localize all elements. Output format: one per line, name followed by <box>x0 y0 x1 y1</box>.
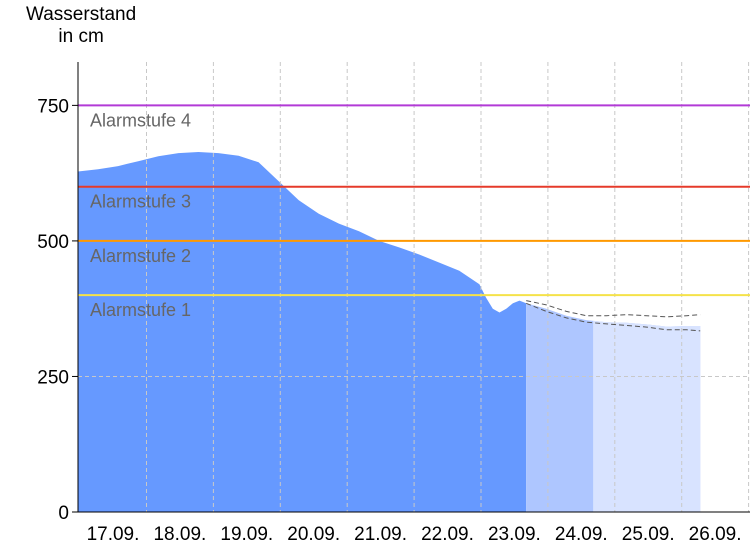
y-axis-label-line1: Wasserstand <box>26 4 137 25</box>
x-tick-label: 26.09. <box>689 524 742 545</box>
threshold-label: Alarmstufe 3 <box>90 192 191 212</box>
x-tick-label: 19.09. <box>220 524 273 545</box>
x-tick-label: 23.09. <box>488 524 541 545</box>
y-axis-label-line2: in cm <box>58 26 104 47</box>
x-tick-label: 21.09. <box>354 524 407 545</box>
forecast-area-far <box>593 320 701 512</box>
x-tick-label: 25.09. <box>622 524 675 545</box>
y-tick-label: 750 <box>37 96 69 117</box>
x-tick-label: 22.09. <box>421 524 474 545</box>
x-tick-label: 24.09. <box>555 524 608 545</box>
y-tick-label: 500 <box>37 232 69 253</box>
y-tick-label: 0 <box>58 503 69 524</box>
x-tick-label: 18.09. <box>153 524 206 545</box>
forecast-lower-bound <box>526 302 701 332</box>
x-tick-label: 17.09. <box>87 524 140 545</box>
y-axis-label: Wasserstand in cm <box>26 4 136 48</box>
threshold-label: Alarmstufe 4 <box>90 110 191 130</box>
x-tick-label: 20.09. <box>287 524 340 545</box>
threshold-label: Alarmstufe 1 <box>90 300 191 320</box>
y-tick-label: 250 <box>37 367 69 388</box>
forecast-upper-bound <box>526 300 701 318</box>
threshold-label: Alarmstufe 2 <box>90 246 191 266</box>
